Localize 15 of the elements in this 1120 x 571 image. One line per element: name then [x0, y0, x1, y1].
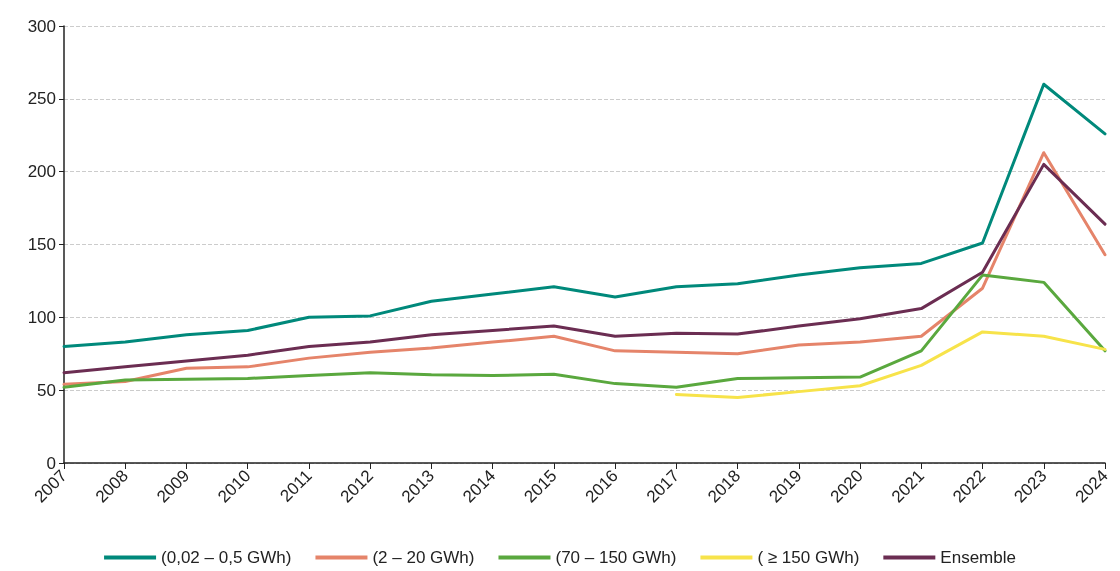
- legend-label: (2 – 20 GWh): [372, 548, 475, 567]
- y-tick-label: 250: [27, 89, 56, 109]
- legend-label: Ensemble: [940, 548, 1016, 567]
- line-series: [62, 273, 1107, 389]
- line-series: [674, 330, 1107, 399]
- legend-label: ( ≥ 150 GWh): [757, 548, 860, 567]
- y-tick-label: 150: [27, 235, 56, 254]
- legend-label: (70 – 150 GWh): [555, 548, 677, 567]
- y-tick-label: 0: [46, 453, 56, 473]
- line-series: [62, 82, 1107, 348]
- y-tick-label: 100: [27, 307, 56, 327]
- y-tick-label: 300: [27, 16, 56, 36]
- y-tick-label: 200: [27, 162, 56, 182]
- y-tick-label: 50: [37, 380, 56, 400]
- legend-label: (0,02 – 0,5 GWh): [161, 548, 292, 567]
